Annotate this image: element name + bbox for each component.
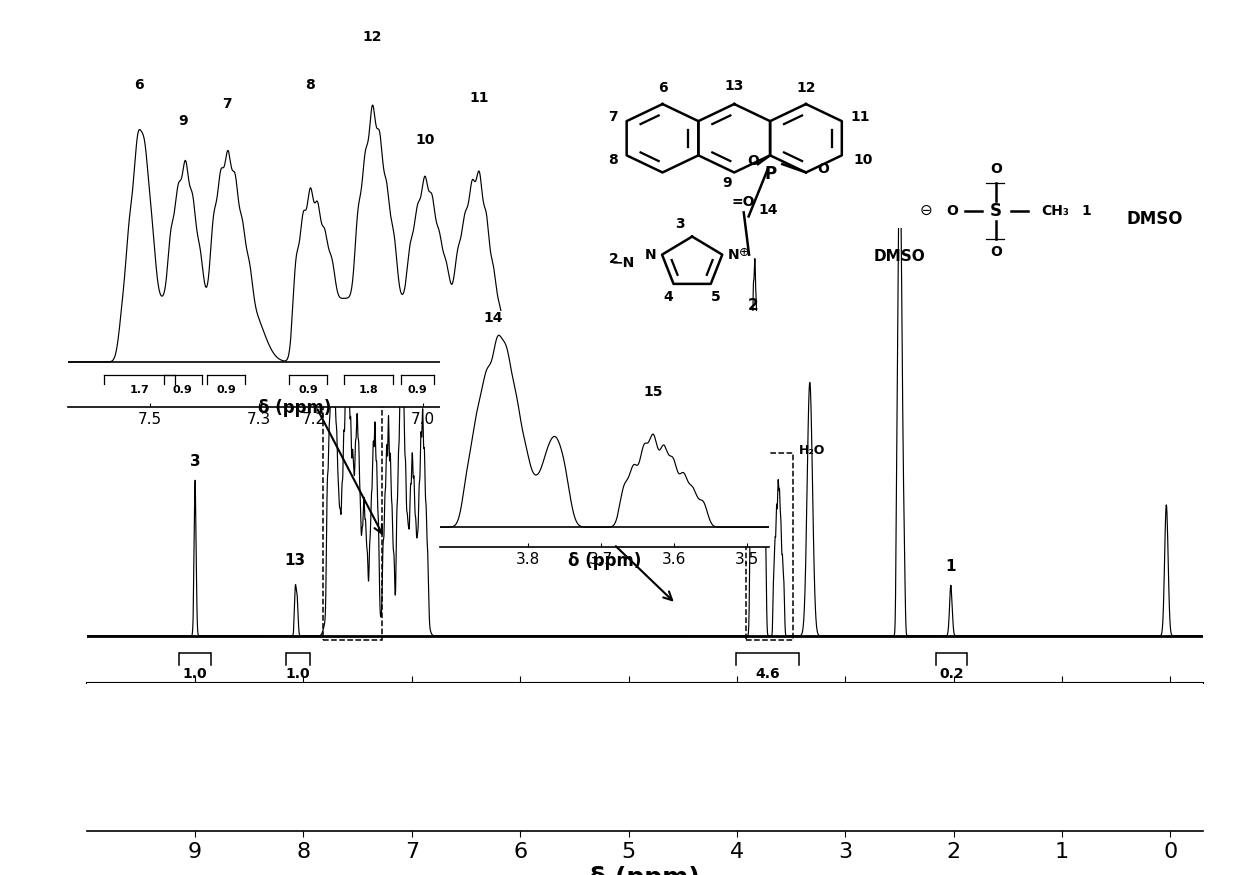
Text: 12: 12 [796,81,816,95]
Text: 12: 12 [363,30,382,44]
Text: ⊕: ⊕ [739,246,749,259]
Text: 3: 3 [675,216,684,230]
Text: 7: 7 [223,97,232,111]
Text: 0.9: 0.9 [461,385,481,395]
Text: 8: 8 [608,152,618,166]
Text: 1.8: 1.8 [358,385,378,395]
Text: 5: 5 [711,290,720,304]
Text: O: O [748,154,759,168]
Text: CH₃: CH₃ [1042,204,1069,218]
Text: 4: 4 [336,376,347,391]
Text: 2: 2 [609,252,619,266]
Text: 14: 14 [759,203,777,217]
Text: 0.2: 0.2 [939,667,963,681]
Text: O: O [991,163,1002,177]
Text: 11: 11 [851,110,870,124]
Text: 0.9: 0.9 [407,385,427,395]
Text: DMSO: DMSO [873,249,925,264]
Text: 0.9: 0.9 [299,385,317,395]
Text: 6: 6 [657,81,667,95]
Text: N: N [728,248,740,262]
Bar [745,453,794,640]
Text: 10: 10 [853,152,873,166]
Text: 8: 8 [305,78,315,92]
Text: 11: 11 [470,91,489,105]
Text: 0.9: 0.9 [217,385,236,395]
Text: 15: 15 [644,385,663,399]
Text: 13: 13 [285,553,306,568]
Text: 7: 7 [608,110,618,124]
Text: 13: 13 [724,80,744,94]
Text: 4: 4 [663,290,673,304]
Text: O: O [991,245,1002,259]
Text: 1.7: 1.7 [129,385,149,395]
Text: 14: 14 [484,312,502,326]
Text: 1.0: 1.0 [285,667,310,681]
Text: 1: 1 [1081,204,1091,218]
Text: −N: −N [613,255,635,270]
Text: 3: 3 [190,453,201,469]
Text: P: P [764,165,776,183]
Text: δ (ppm): δ (ppm) [258,399,331,416]
Text: 1.0: 1.0 [182,667,207,681]
Text: ⊖: ⊖ [919,203,932,218]
Text: δ (ppm): δ (ppm) [568,552,641,570]
Text: S: S [991,202,1002,220]
Bar [322,395,382,640]
Text: 1: 1 [946,558,956,574]
Text: =O: =O [732,195,755,209]
Text: 0.9: 0.9 [172,385,192,395]
Text: 4.6: 4.6 [755,667,780,681]
Text: 6: 6 [134,78,144,92]
Text: 2: 2 [748,298,759,313]
Text: H₂O: H₂O [799,444,825,457]
X-axis label: δ (ppm): δ (ppm) [589,866,701,875]
Text: DMSO: DMSO [1126,210,1183,228]
Text: O: O [817,162,830,176]
Text: 9: 9 [722,176,732,190]
Text: 10: 10 [415,133,434,147]
Text: 9: 9 [177,114,187,128]
Text: O: O [946,204,959,218]
Text: 5: 5 [352,376,363,391]
Text: N: N [645,248,656,262]
